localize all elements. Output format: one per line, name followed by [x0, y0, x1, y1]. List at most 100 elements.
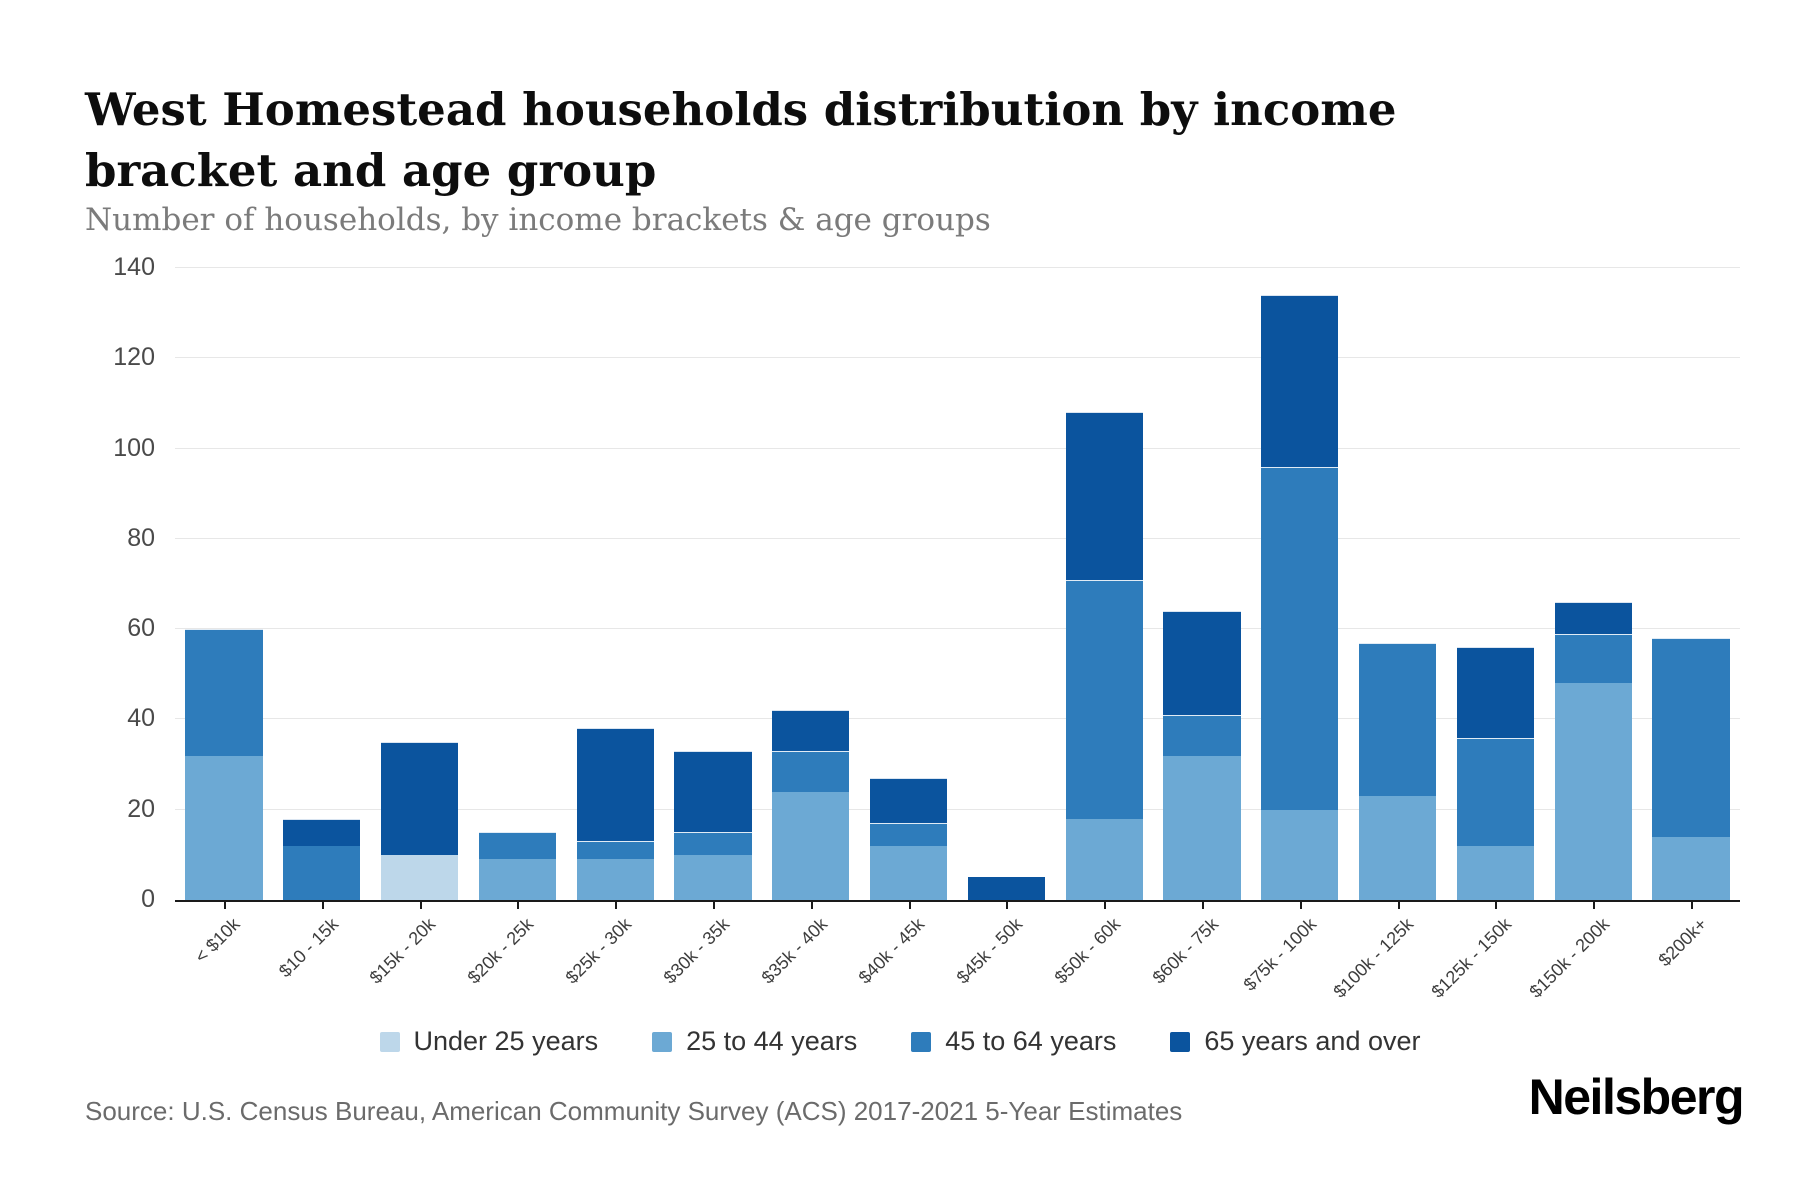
x-axis-tick: [1495, 902, 1498, 909]
bar-slot: $50k - 60k: [1051, 268, 1153, 988]
stacked-bar: [869, 268, 948, 900]
bar-segment: [674, 832, 752, 855]
x-axis-tick-label: $60k - 75k: [1148, 914, 1223, 988]
bar-segment: [967, 877, 1046, 900]
bar-segment: [1456, 647, 1535, 738]
x-axis-tick-label: $15k - 20k: [365, 914, 440, 988]
bar-segment: [576, 859, 654, 900]
x-axis-tick: [1593, 902, 1596, 909]
bar-segment: [283, 845, 361, 900]
bar-slot: $30k - 35k: [659, 268, 762, 988]
bar-slot: $10 - 15k: [273, 268, 371, 981]
bar-segment: [478, 832, 556, 860]
x-axis-tick-label: $125k - 150k: [1427, 914, 1516, 1002]
bar-slot: $150k - 200k: [1526, 268, 1642, 1002]
bar-slot: $125k - 150k: [1428, 268, 1545, 1002]
bar-segment: [869, 823, 948, 846]
bar-segment: [1652, 638, 1730, 837]
bar-segment: [1065, 579, 1143, 819]
x-axis-tick-label: $100k - 125k: [1329, 914, 1418, 1002]
legend-swatch-under-25: [379, 1031, 400, 1052]
bar-segment: [1065, 818, 1143, 900]
legend-label: 65 years and over: [1204, 1026, 1421, 1056]
x-axis-tick-label: $50k - 60k: [1050, 914, 1125, 988]
y-axis-tick-label: 140: [113, 253, 155, 281]
bar-segment: [1652, 836, 1730, 900]
x-axis-tick-label: $20k - 25k: [463, 914, 538, 988]
bar-segment: [283, 818, 361, 846]
bar-segment: [576, 728, 654, 842]
x-axis-tick-label: $75k - 100k: [1239, 914, 1320, 995]
stacked-bar: [283, 268, 361, 900]
bar-segment: [1456, 845, 1535, 900]
gridline-120: [175, 357, 1740, 359]
y-axis-tick-label: 20: [127, 794, 155, 823]
bar-segment: [478, 859, 556, 900]
bar-slot: $45k - 50k: [953, 268, 1056, 988]
bar-segment: [185, 629, 263, 756]
stacked-bar: [772, 268, 850, 900]
x-axis-tick: [1104, 902, 1107, 909]
bar-slot: $40k - 45k: [855, 268, 958, 988]
y-axis-tick-label: 60: [127, 614, 155, 643]
x-axis-tick: [517, 902, 520, 909]
stacked-bar: [478, 268, 556, 900]
bar-segment: [1163, 755, 1241, 900]
y-axis-tick-label: 100: [113, 433, 155, 462]
bar-segment: [576, 841, 654, 860]
bar-slot: $25k - 30k: [562, 268, 664, 988]
bar-segment: [1163, 714, 1241, 756]
stacked-bar: [1554, 268, 1632, 900]
bar-segment: [1163, 611, 1241, 715]
x-axis-tick: [419, 902, 422, 909]
gridline-100: [175, 447, 1740, 449]
bar-segment: [1261, 466, 1339, 810]
gridline-60: [175, 628, 1740, 630]
bar-slot: $60k - 75k: [1148, 268, 1251, 988]
x-axis-tick: [1202, 902, 1205, 909]
bar-segment: [1261, 295, 1339, 467]
stacked-bar: [674, 268, 752, 900]
x-axis-tick-label: $40k - 45k: [855, 914, 929, 988]
bar-slot: $200k+: [1642, 268, 1740, 970]
legend-swatch-25-to-44: [652, 1031, 673, 1052]
gridline-140: [175, 267, 1740, 268]
bars-row: < $10k $10 - 15k $15k - 20k $20k - 25k $25k …: [175, 268, 1740, 1002]
stacked-bar: [576, 268, 654, 900]
x-axis-tick-label: $45k - 50k: [952, 914, 1027, 988]
stacked-bar: [967, 268, 1046, 900]
stacked-bar: [1261, 268, 1339, 900]
chart-subtitle: Number of households, by income brackets…: [85, 202, 991, 238]
x-axis-tick: [712, 902, 715, 909]
legend-swatch-45-to-64: [911, 1031, 932, 1052]
bar-slot: $35k - 40k: [757, 268, 860, 988]
stacked-bar: [185, 268, 263, 900]
bar-segment: [380, 742, 459, 855]
x-axis-tick-label: $200k+: [1654, 914, 1712, 971]
stacked-bar: [1359, 268, 1437, 900]
bar-segment: [1359, 642, 1437, 797]
legend-item-25-to-44: 25 to 44 years: [652, 1026, 857, 1057]
bar-segment: [674, 751, 752, 833]
bar-slot: $20k - 25k: [464, 268, 566, 988]
stacked-bar: [1456, 268, 1535, 900]
stacked-bar: [1652, 268, 1730, 900]
gridline-40: [175, 718, 1740, 720]
source-attribution: Source: U.S. Census Bureau, American Com…: [85, 1096, 1183, 1126]
x-axis-tick: [615, 902, 618, 909]
bar-segment: [1261, 809, 1339, 900]
x-axis-tick-label: $25k - 30k: [561, 914, 636, 988]
x-axis-tick-label: $35k - 40k: [757, 914, 831, 988]
x-axis-tick-label: $150k - 200k: [1525, 914, 1614, 1002]
stacked-bar: [1163, 268, 1241, 900]
legend-label: 25 to 44 years: [686, 1026, 858, 1056]
y-axis-tick-label: 0: [141, 885, 155, 913]
bar-segment: [380, 854, 459, 900]
x-axis-tick: [1691, 902, 1694, 909]
bar-segment: [1359, 796, 1437, 900]
bar-segment: [1456, 737, 1535, 846]
plot-area: 0 20 40 60 80 100 120 140 < $10k $10 - 15k $15k -…: [113, 253, 1740, 1002]
x-axis-tick: [1397, 902, 1400, 909]
x-axis-tick-label: < $10k: [191, 914, 244, 967]
legend: Under 25 years 25 to 44 years 45 to 64 y…: [0, 1026, 1800, 1057]
